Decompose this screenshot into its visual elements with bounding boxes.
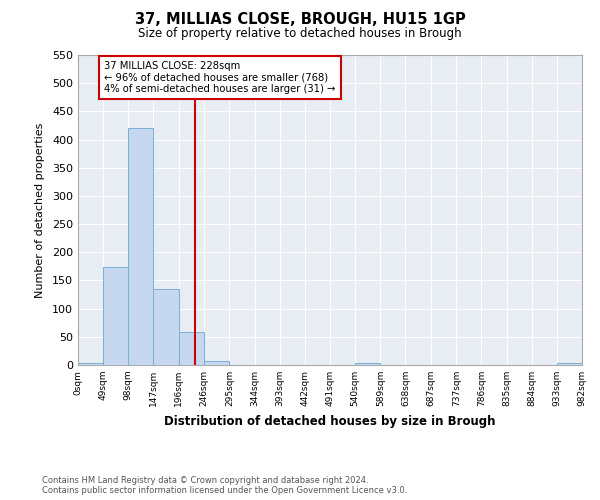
Text: Size of property relative to detached houses in Brough: Size of property relative to detached ho… — [138, 28, 462, 40]
X-axis label: Distribution of detached houses by size in Brough: Distribution of detached houses by size … — [164, 414, 496, 428]
Bar — [557, 364, 582, 365]
Bar — [204, 361, 229, 365]
Y-axis label: Number of detached properties: Number of detached properties — [35, 122, 45, 298]
Bar — [179, 332, 204, 365]
Text: 37 MILLIAS CLOSE: 228sqm
← 96% of detached houses are smaller (768)
4% of semi-d: 37 MILLIAS CLOSE: 228sqm ← 96% of detach… — [104, 60, 335, 94]
Text: 37, MILLIAS CLOSE, BROUGH, HU15 1GP: 37, MILLIAS CLOSE, BROUGH, HU15 1GP — [134, 12, 466, 28]
Bar — [154, 289, 179, 365]
Text: Contains HM Land Registry data © Crown copyright and database right 2024.: Contains HM Land Registry data © Crown c… — [42, 476, 368, 485]
Text: Contains public sector information licensed under the Open Government Licence v3: Contains public sector information licen… — [42, 486, 407, 495]
Bar — [103, 267, 128, 365]
Bar — [78, 364, 103, 365]
Bar — [128, 128, 154, 365]
Bar — [355, 364, 380, 365]
